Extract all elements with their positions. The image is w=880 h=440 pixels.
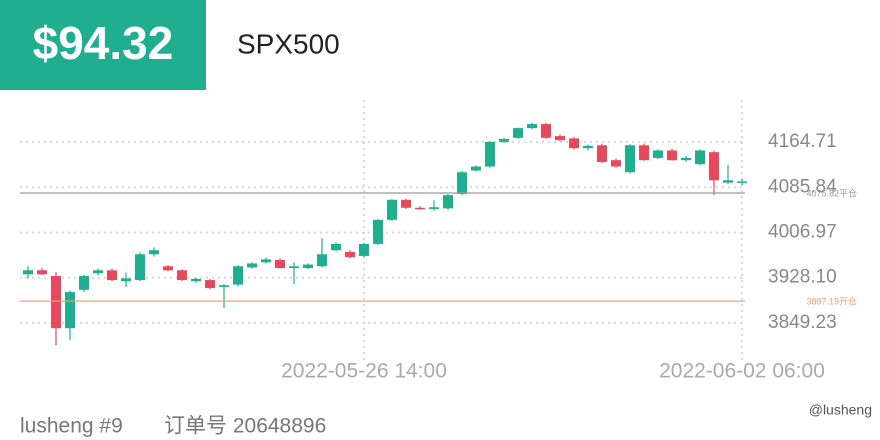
candle-body bbox=[135, 254, 145, 281]
candle-body bbox=[709, 152, 719, 181]
y-tick-label: 3928.10 bbox=[768, 267, 837, 288]
candle-body bbox=[583, 145, 593, 149]
y-tick-label: 4085.84 bbox=[768, 176, 837, 197]
candle-body bbox=[639, 145, 649, 161]
candle-body bbox=[625, 145, 635, 173]
candle-body bbox=[149, 250, 159, 255]
candle-body bbox=[261, 259, 271, 263]
candle-body bbox=[401, 199, 411, 208]
candle-body bbox=[23, 270, 33, 275]
candle-body bbox=[205, 280, 215, 289]
candle-body bbox=[723, 180, 733, 183]
candle-body bbox=[107, 270, 117, 281]
candle-body bbox=[471, 166, 481, 171]
candle-body bbox=[79, 276, 89, 290]
symbol: SPX500 bbox=[237, 28, 340, 59]
candle-body bbox=[443, 195, 453, 209]
candle-body bbox=[555, 136, 565, 141]
candle-body bbox=[51, 276, 61, 329]
position-line-label: 3887.19开仓 bbox=[806, 296, 857, 307]
candle-body bbox=[275, 259, 285, 269]
candle-body bbox=[219, 285, 229, 287]
candle-body bbox=[667, 150, 677, 161]
candle-body bbox=[485, 141, 495, 167]
candle-body bbox=[163, 266, 173, 271]
candle-body bbox=[541, 124, 551, 138]
position-line-label: 4075.82平仓 bbox=[806, 187, 857, 198]
account: lusheng #9 bbox=[20, 415, 123, 438]
candle-body bbox=[513, 128, 523, 138]
watermark: @lusheng bbox=[809, 402, 872, 418]
candle-body bbox=[177, 270, 187, 281]
y-tick-label: 3849.23 bbox=[768, 312, 837, 333]
candle-body bbox=[373, 219, 383, 244]
candle-body bbox=[191, 278, 201, 282]
candle-body bbox=[303, 264, 313, 269]
price: $94.32 bbox=[33, 17, 174, 69]
candle-body bbox=[737, 181, 747, 183]
candle-body bbox=[233, 266, 243, 285]
candle-body bbox=[457, 172, 467, 195]
candle-body bbox=[331, 243, 341, 251]
order: 订单号 20648896 bbox=[164, 415, 326, 438]
candle-body bbox=[121, 278, 131, 282]
candle-body bbox=[37, 270, 47, 275]
candle-body bbox=[569, 138, 579, 149]
candle-body bbox=[93, 270, 103, 274]
price-badge bbox=[0, 0, 206, 90]
candle-body bbox=[247, 263, 257, 268]
candle-body bbox=[499, 138, 509, 142]
x-tick-label: 2022-05-26 14:00 bbox=[281, 360, 447, 383]
candle-body bbox=[345, 251, 355, 258]
candle-body bbox=[359, 243, 369, 256]
y-tick-label: 4164.71 bbox=[768, 131, 837, 152]
candle-body bbox=[597, 145, 607, 162]
y-tick-label: 4006.97 bbox=[768, 221, 837, 242]
candle-body bbox=[415, 207, 425, 210]
candle-body bbox=[317, 254, 327, 267]
candle-body bbox=[653, 150, 663, 158]
candle-body bbox=[289, 266, 299, 269]
candle-body bbox=[611, 160, 621, 167]
x-tick-label: 2022-06-02 06:00 bbox=[659, 360, 825, 383]
candle-body bbox=[695, 150, 705, 165]
candle-body bbox=[387, 199, 397, 220]
candle-body bbox=[527, 124, 537, 129]
candle-body bbox=[429, 207, 439, 209]
candle-body bbox=[681, 157, 691, 161]
candle-body bbox=[65, 292, 75, 329]
